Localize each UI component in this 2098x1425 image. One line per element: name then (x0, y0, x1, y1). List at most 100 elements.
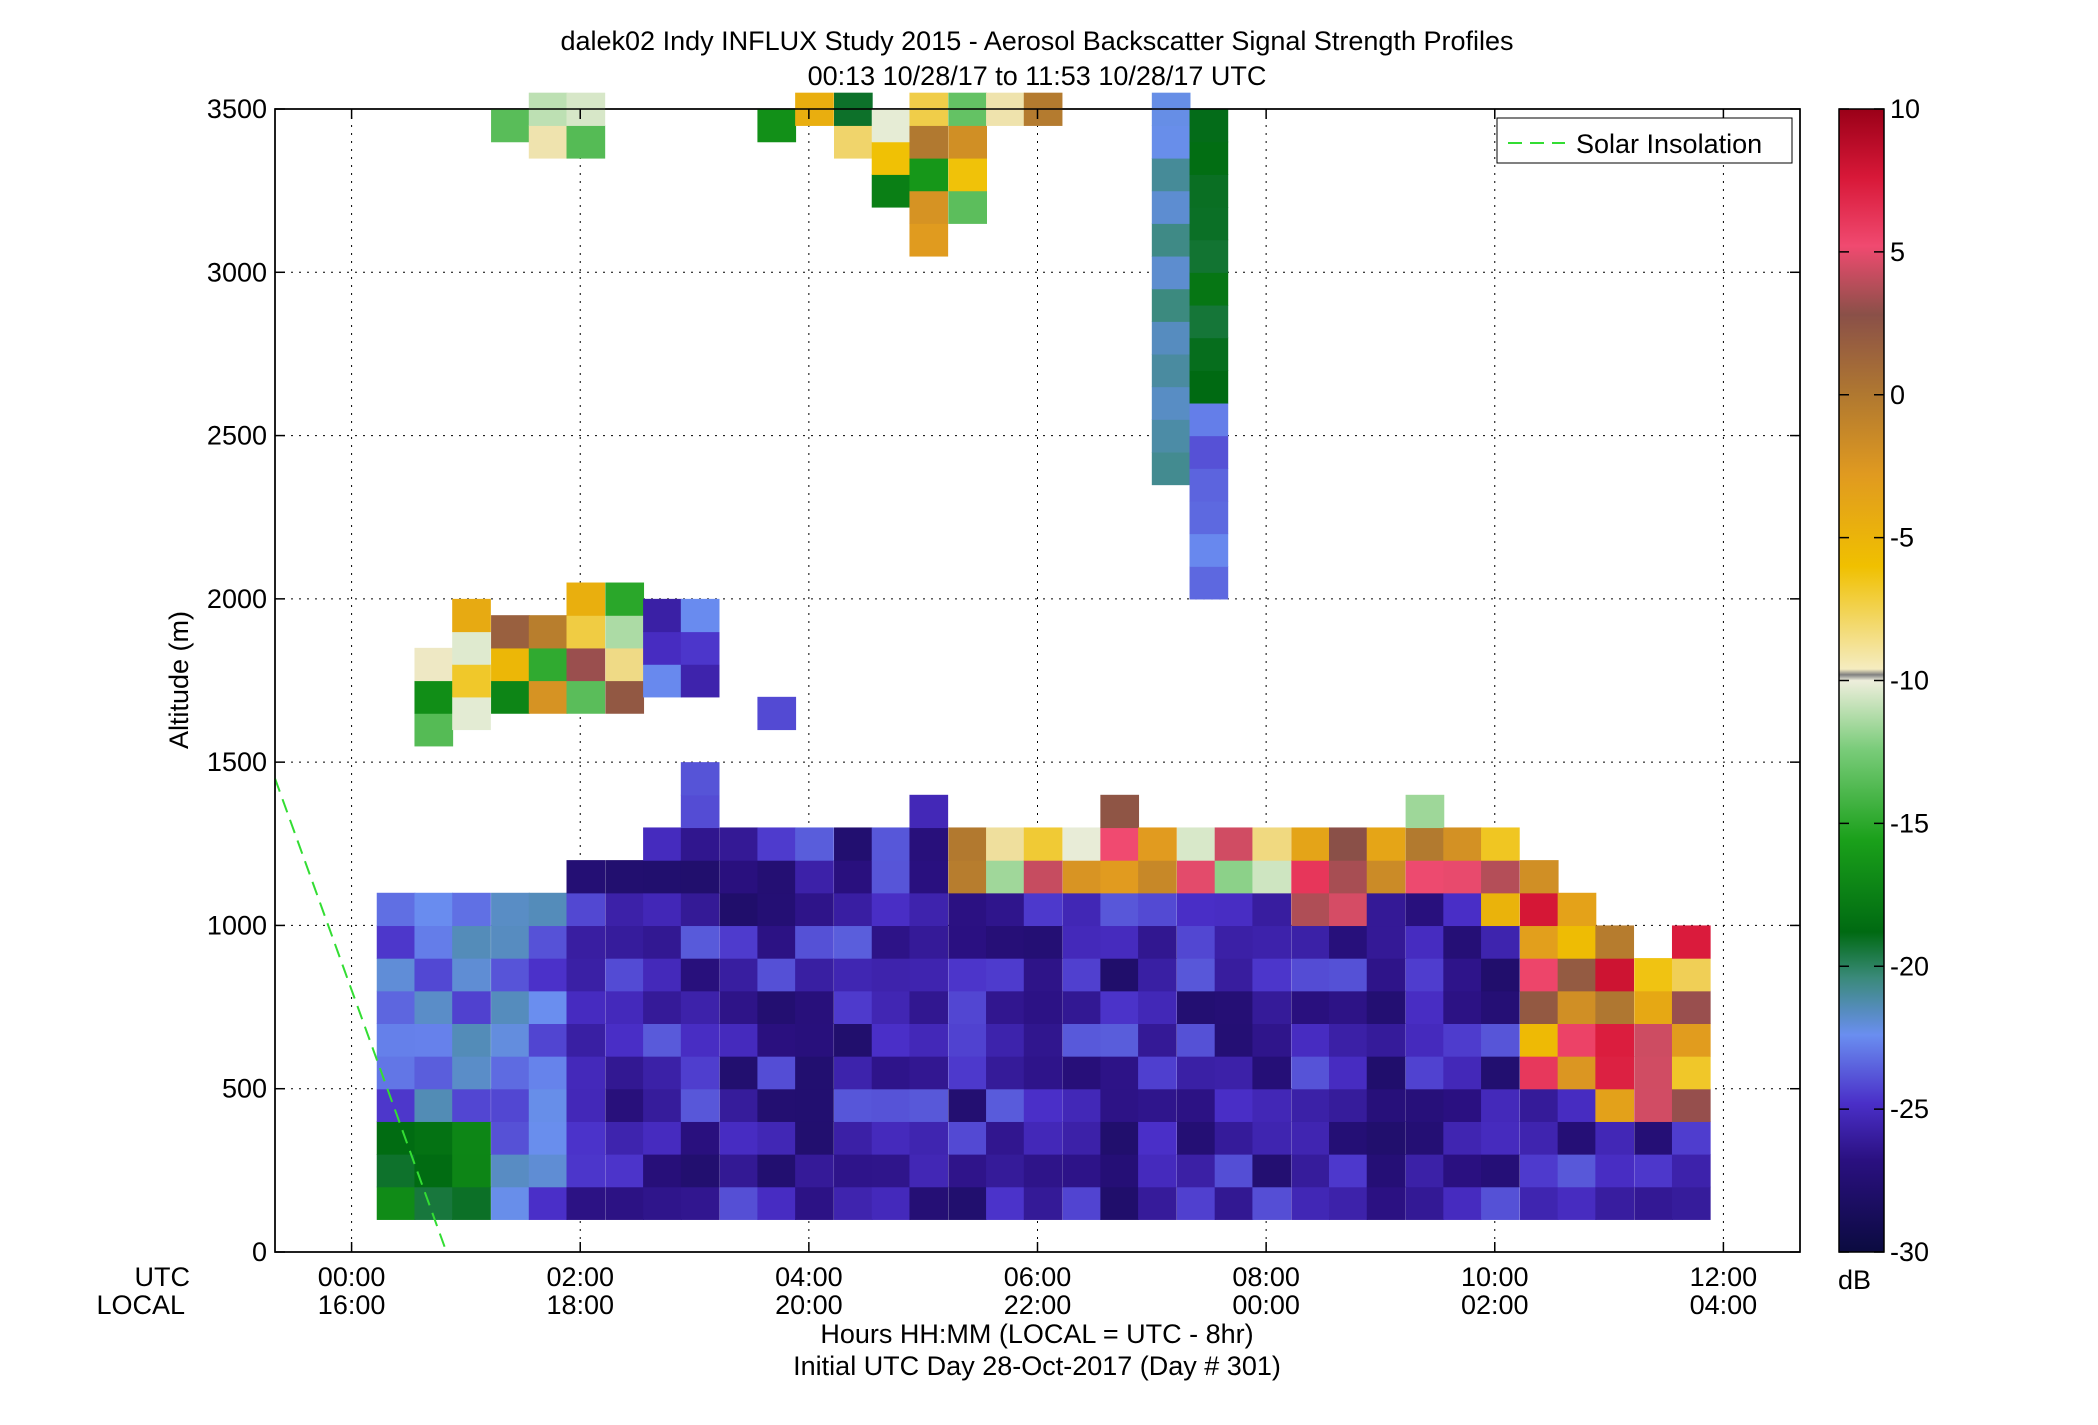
heatmap-cell (1151, 451, 1191, 486)
heatmap-cell (1329, 958, 1368, 992)
heatmap-cell (757, 1154, 797, 1188)
heatmap-cell (1366, 860, 1406, 894)
x-tick-label-utc: 00:00 (318, 1262, 386, 1292)
heatmap-cell (1138, 958, 1177, 992)
heatmap-cell (948, 1056, 987, 1090)
heatmap-cell (414, 892, 454, 927)
heatmap-cell (1329, 1186, 1368, 1220)
heatmap-cell (566, 958, 606, 992)
heatmap-cell (1189, 239, 1229, 273)
heatmap-cell (1189, 500, 1229, 535)
heatmap-cell (680, 990, 720, 1024)
heatmap-cell (680, 827, 720, 861)
heatmap-cell (1595, 1154, 1635, 1188)
heatmap-cell (1557, 1088, 1597, 1122)
heatmap-cell (643, 1056, 682, 1090)
heatmap-cell (1252, 1186, 1292, 1220)
heatmap-cell (719, 892, 759, 927)
heatmap-cell (528, 615, 568, 649)
heatmap-cell (1138, 1088, 1177, 1122)
heatmap-cell (566, 582, 606, 616)
heatmap-cell (605, 680, 645, 714)
heatmap-cell (1100, 827, 1140, 861)
heatmap-cell (795, 1154, 834, 1188)
heatmap-cell (948, 1121, 987, 1155)
heatmap-cell (948, 157, 987, 192)
heatmap-cell (834, 1023, 873, 1057)
heatmap-cell (528, 1088, 568, 1122)
utc-row-label: UTC (135, 1262, 191, 1292)
heatmap-cell (1062, 1154, 1102, 1188)
heatmap-cell (871, 109, 911, 143)
heatmap-cell (376, 1186, 416, 1220)
heatmap-cell (643, 990, 682, 1024)
heatmap-cell (680, 958, 720, 992)
heatmap-cell (719, 1154, 759, 1188)
heatmap-cell (948, 1088, 987, 1122)
heatmap-cell (643, 1186, 682, 1220)
heatmap-cell (452, 1088, 491, 1122)
heatmap-cell (414, 1056, 454, 1090)
heatmap-cells (376, 92, 1711, 1220)
heatmap-cell (757, 827, 797, 861)
heatmap-cell (643, 598, 682, 633)
colorbar-tick-label: -15 (1890, 808, 1929, 838)
heatmap-cell (1062, 1023, 1102, 1057)
heatmap-cell (1329, 827, 1368, 861)
heatmap-cell (909, 1154, 949, 1188)
heatmap-cell (1214, 1088, 1254, 1122)
colorbar-tick-label: 0 (1890, 380, 1905, 410)
heatmap-cell (909, 157, 949, 192)
chart-subtitle: 00:13 10/28/17 to 11:53 10/28/17 UTC (808, 61, 1267, 91)
y-axis-label: Altitude (m) (164, 611, 194, 749)
heatmap-cell (643, 1154, 682, 1188)
heatmap-cell (680, 925, 720, 959)
heatmap-cell (1366, 1088, 1406, 1122)
heatmap-cell (1366, 925, 1406, 959)
heatmap-cell (680, 664, 720, 698)
heatmap-cell (452, 958, 491, 992)
heatmap-cell (834, 892, 873, 927)
heatmap-cell (491, 615, 530, 649)
heatmap-cell (1062, 1088, 1102, 1122)
heatmap-cell (1634, 1121, 1673, 1155)
heatmap-cell (452, 925, 491, 959)
heatmap-cell (1329, 1056, 1368, 1090)
heatmap-cell (643, 1121, 682, 1155)
heatmap-cell (1138, 925, 1177, 959)
heatmap-cell (528, 1121, 568, 1155)
heatmap-cell (491, 1154, 530, 1188)
heatmap-cell (909, 1088, 949, 1122)
heatmap-cell (643, 631, 682, 665)
heatmap-cell (757, 1121, 797, 1155)
heatmap-cell (1443, 860, 1482, 894)
heatmap-cell (643, 664, 682, 698)
colorbar-tick-label: -5 (1890, 523, 1914, 553)
heatmap-cell (1176, 958, 1216, 992)
heatmap-cell (1329, 892, 1368, 927)
heatmap-cell (1023, 1056, 1063, 1090)
heatmap-cell (491, 1088, 530, 1122)
heatmap-cell (1138, 892, 1177, 927)
heatmap-cell (1557, 1121, 1597, 1155)
heatmap-cell (795, 958, 834, 992)
heatmap-cell (376, 892, 416, 927)
heatmap-cell (834, 958, 873, 992)
x-tick-label-utc: 08:00 (1232, 1262, 1300, 1292)
heatmap-cell (1100, 1056, 1140, 1090)
heatmap-cell (757, 958, 797, 992)
heatmap-cell (1366, 1154, 1406, 1188)
heatmap-cell (1366, 827, 1406, 861)
heatmap-cell (1291, 860, 1330, 894)
heatmap-cell (1189, 402, 1229, 437)
heatmap-cell (491, 925, 530, 959)
x-axis: 00:0016:0002:0018:0004:0020:0006:0022:00… (318, 109, 1757, 1320)
heatmap-cell (1214, 1154, 1254, 1188)
heatmap-cell (1151, 223, 1191, 257)
heatmap-cell (1214, 860, 1254, 894)
colorbar-tick-label: -10 (1890, 666, 1929, 696)
heatmap-cell (605, 958, 645, 992)
heatmap-cell (909, 1186, 949, 1220)
heatmap-cell (528, 1186, 568, 1220)
